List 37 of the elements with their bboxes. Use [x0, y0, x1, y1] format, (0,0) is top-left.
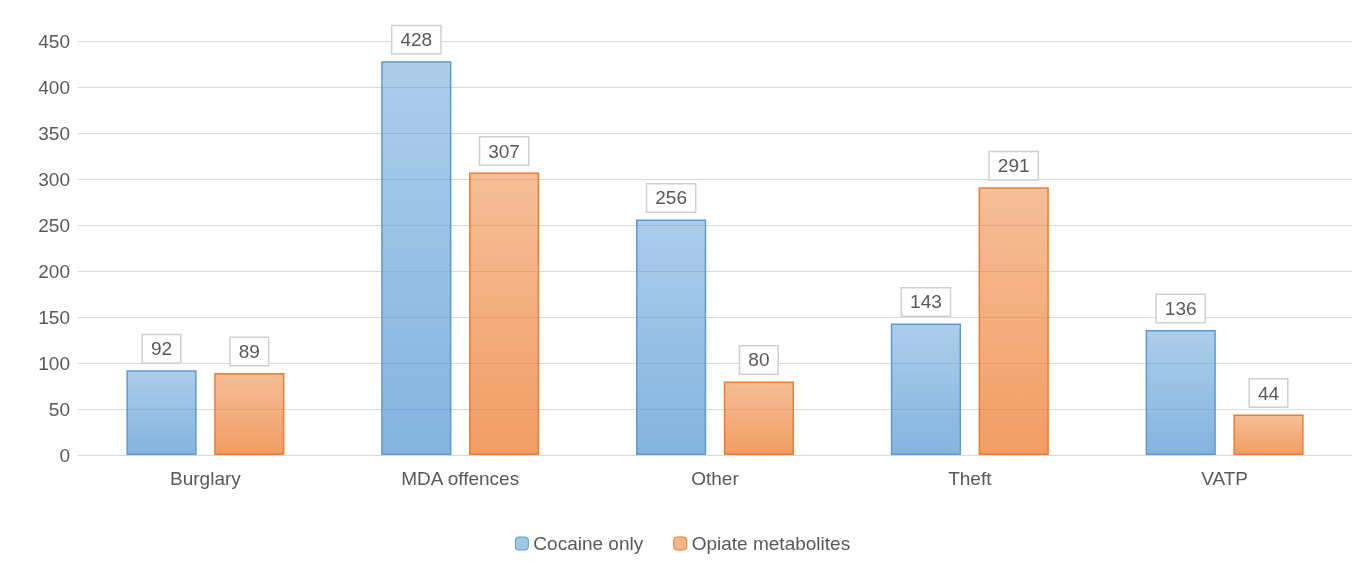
- y-tick-label: 300: [38, 168, 70, 190]
- x-tick-label: Theft: [948, 468, 993, 489]
- data-label: 92: [150, 338, 173, 360]
- bar: [978, 187, 1049, 455]
- y-tick-label: 200: [38, 260, 70, 282]
- y-tick-label: 400: [38, 76, 70, 98]
- y-tick-label: 350: [38, 122, 70, 144]
- y-tick-label: 150: [38, 306, 70, 328]
- x-tick-label: Burglary: [170, 468, 242, 489]
- data-label: 143: [910, 291, 942, 313]
- y-tick-label: 450: [38, 30, 70, 52]
- y-tick-label: 0: [59, 444, 70, 466]
- data-label: 89: [238, 341, 260, 363]
- bar: [214, 373, 285, 455]
- bar: [126, 370, 197, 455]
- data-label: 136: [1164, 297, 1197, 319]
- y-tick-label: 100: [38, 352, 70, 374]
- data-label: 307: [488, 140, 520, 162]
- data-label: 256: [655, 187, 687, 209]
- data-label: 80: [748, 349, 770, 371]
- bar: [890, 323, 962, 455]
- x-tick-label: VATP: [1201, 468, 1249, 489]
- legend-label: Cocaine only: [533, 533, 644, 554]
- y-tick-label: 250: [38, 214, 70, 236]
- y-tick-label: 50: [48, 398, 70, 420]
- bar: [1145, 329, 1216, 455]
- x-tick-label: MDA offences: [401, 468, 520, 489]
- data-label: 428: [400, 29, 433, 51]
- data-label: 44: [1257, 382, 1280, 404]
- bar: [1233, 414, 1304, 455]
- legend-label: Opiate metabolites: [691, 533, 851, 554]
- x-tick-label: Other: [691, 468, 740, 489]
- bar: [636, 219, 707, 455]
- bar: [723, 381, 794, 455]
- data-label: 291: [997, 155, 1030, 177]
- bar: [381, 61, 452, 455]
- bar: [468, 172, 540, 455]
